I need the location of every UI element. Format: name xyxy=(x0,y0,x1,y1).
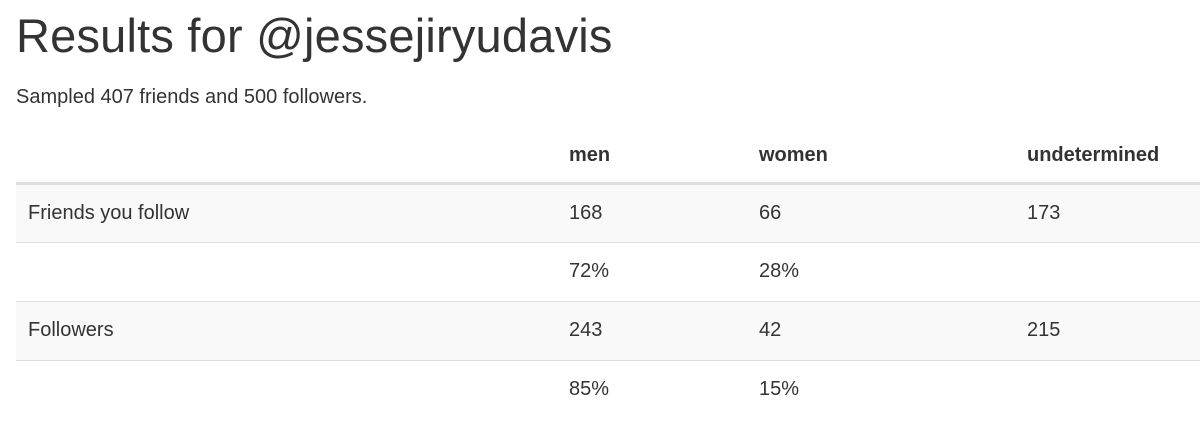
cell-men: 72% xyxy=(557,241,747,301)
cell-undetermined: 173 xyxy=(1015,182,1200,242)
cell-men: 85% xyxy=(557,359,747,419)
table-row-followers-counts: Followers 243 42 215 xyxy=(16,300,1200,360)
cell-men: 168 xyxy=(557,182,747,242)
table-header-row: men women undetermined xyxy=(16,127,1200,185)
row-label: Friends you follow xyxy=(16,182,557,242)
table-row-friends-percent: 72% 28% xyxy=(16,241,1200,301)
sample-summary: Sampled 407 friends and 500 followers. xyxy=(16,86,368,108)
table-row-followers-percent: 85% 15% xyxy=(16,359,1200,419)
row-label xyxy=(16,359,557,419)
row-label xyxy=(16,241,557,301)
cell-women: 42 xyxy=(747,300,1015,360)
results-table: men women undetermined Friends you follo… xyxy=(16,127,1200,419)
column-header-label xyxy=(16,127,557,185)
row-label: Followers xyxy=(16,300,557,360)
page-title: Results for @jessejiryudavis xyxy=(16,9,613,62)
cell-undetermined xyxy=(1015,241,1200,301)
cell-undetermined: 215 xyxy=(1015,300,1200,360)
cell-women: 66 xyxy=(747,182,1015,242)
column-header-women: women xyxy=(747,127,1015,185)
cell-women: 15% xyxy=(747,359,1015,419)
cell-undetermined xyxy=(1015,359,1200,419)
column-header-undetermined: undetermined xyxy=(1015,127,1200,185)
cell-men: 243 xyxy=(557,300,747,360)
table-row-friends-counts: Friends you follow 168 66 173 xyxy=(16,182,1200,242)
cell-women: 28% xyxy=(747,241,1015,301)
column-header-men: men xyxy=(557,127,747,185)
